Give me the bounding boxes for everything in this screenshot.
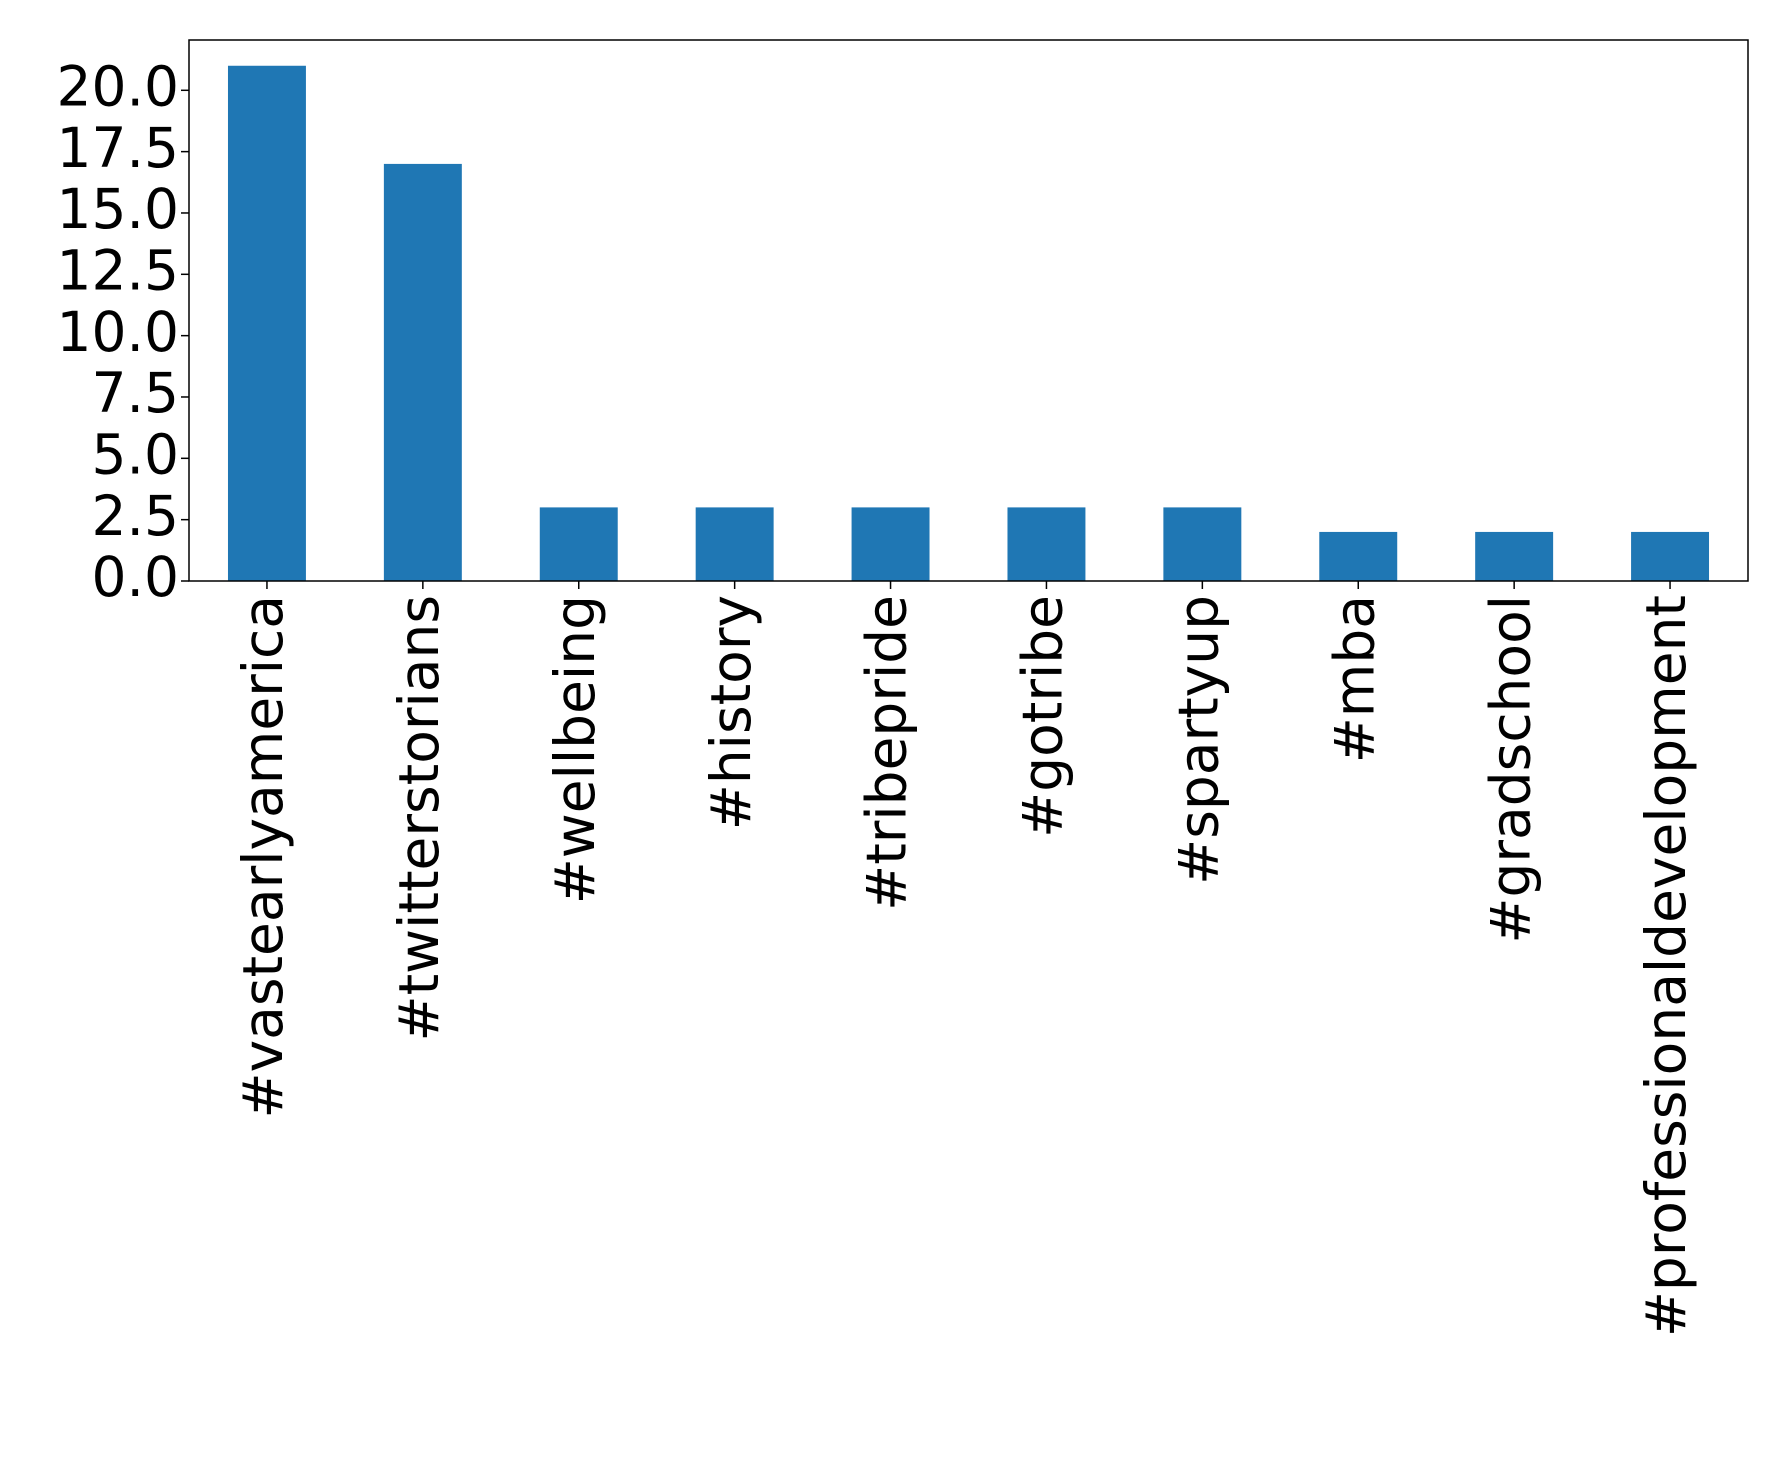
x-tick-label: #mba [1322,595,1386,763]
x-tick-label: #spartyup [1166,595,1230,885]
bar [1475,531,1554,581]
bar [1007,507,1086,581]
bar [227,65,306,581]
x-tick-label: #tribepride [855,595,919,911]
y-tick-label: 0.0 [92,545,179,609]
bar [695,507,774,581]
y-tick-label: 20.0 [57,54,179,118]
x-tick-label: #wellbeing [543,595,607,904]
x-tick-label: #history [699,595,763,830]
y-tick-label: 7.5 [92,361,179,425]
bar [383,163,462,581]
bar [1163,507,1242,581]
y-tick-label: 2.5 [92,484,179,548]
plot-frame [188,39,1749,582]
x-tick-label: #vastearlyamerica [231,595,295,1119]
x-tick-label: #gradschool [1478,595,1542,944]
x-tick-label: #professionaldevelopment [1634,595,1698,1337]
y-tick-label: 15.0 [57,177,179,241]
y-tick-label: 17.5 [57,116,179,180]
bar [1319,531,1398,581]
bar [539,507,618,581]
bar [851,507,930,581]
x-tick-label: #twitterstorians [387,595,451,1041]
bar [1631,531,1710,581]
y-tick-label: 10.0 [57,300,179,364]
x-tick-label: #gotribe [1011,595,1075,838]
y-tick-label: 5.0 [92,422,179,486]
y-tick-label: 12.5 [57,238,179,302]
